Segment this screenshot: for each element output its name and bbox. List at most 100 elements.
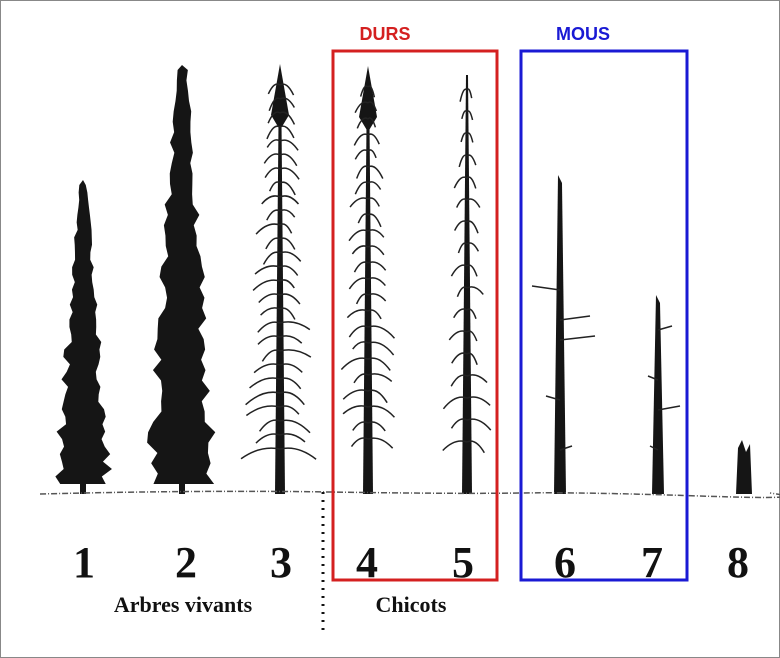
tree-branch: [279, 153, 298, 167]
tree-branch: [255, 223, 281, 235]
tree-branch: [279, 111, 296, 125]
tree-branch: [657, 325, 673, 331]
tree-branch: [279, 293, 301, 305]
tree-branch: [279, 307, 296, 320]
tree-branch: [367, 341, 395, 356]
tree-branch: [260, 307, 281, 316]
soft-label: MOUS: [556, 24, 610, 44]
tree-branch: [279, 391, 305, 406]
tree-branch: [657, 405, 681, 411]
tree-branch: [367, 261, 387, 271]
tree-branch: [267, 111, 281, 124]
tree-branch: [466, 110, 474, 121]
snags-label: Chicots: [376, 592, 447, 617]
tree-branch: [453, 308, 468, 319]
tree-branch: [279, 83, 295, 96]
tree-branch: [348, 325, 369, 338]
tree-branch: [545, 395, 561, 401]
tree-branch: [261, 349, 281, 362]
tree-branch: [456, 198, 468, 208]
tree-branch: [466, 396, 491, 406]
tree-branch: [367, 245, 385, 256]
tree-branch: [367, 85, 376, 98]
tree-branch: [367, 325, 396, 339]
tree-branch: [359, 85, 369, 97]
tree-branch: [268, 97, 281, 112]
tree-branch: [559, 445, 573, 451]
tree-branch: [448, 330, 468, 341]
hard-box: [331, 49, 499, 582]
tree-number: 8: [727, 538, 749, 587]
tree-branch: [262, 251, 281, 265]
hard-label: DURS: [359, 24, 410, 44]
tree-branch: [466, 154, 477, 166]
tree-branch: [649, 445, 659, 451]
tree-number: 1: [73, 538, 95, 587]
tree-branch: [266, 139, 281, 148]
tree-branch: [367, 357, 391, 371]
tree-branch: [266, 125, 281, 140]
tree-branch: [257, 321, 281, 333]
tree-branch: [252, 279, 281, 291]
tree-branch: [456, 286, 468, 297]
ground-line: [39, 490, 780, 499]
living-label: Arbres vivants: [114, 592, 253, 617]
tree-branch: [279, 419, 311, 434]
tree-branch: [279, 279, 295, 289]
tree-branch: [466, 286, 484, 295]
tree-branch: [257, 335, 281, 345]
tree-branch: [354, 149, 369, 160]
tree-branch: [265, 237, 281, 250]
tree-branch: [450, 418, 468, 429]
tree-branch: [279, 363, 303, 373]
tree-branch: [266, 209, 281, 221]
tree-branch: [442, 396, 468, 410]
tree-crown: [359, 66, 377, 132]
tree-branch: [647, 375, 659, 381]
tree-branch: [367, 197, 380, 207]
tree-branch: [466, 418, 492, 431]
tree-branch: [279, 251, 302, 262]
tree-branch: [253, 363, 281, 374]
tree-branch: [349, 197, 369, 208]
tree-trunk: [652, 295, 664, 494]
tree-branch: [367, 101, 378, 112]
tree-branch: [367, 389, 388, 404]
tree-branch: [353, 133, 369, 146]
tree-trunk: [462, 75, 472, 494]
tree-trunk: [179, 469, 185, 494]
tree-branch: [354, 101, 369, 113]
tree-crown: [271, 64, 289, 130]
tree-branch: [367, 309, 382, 320]
tree-branch: [355, 293, 369, 305]
tree-branch: [453, 220, 468, 231]
tree-stump: [736, 440, 752, 494]
tree-branch: [367, 117, 377, 128]
tree-branch: [466, 330, 478, 342]
tree-branch: [279, 167, 300, 180]
tree-branch: [367, 133, 380, 145]
tree-branch: [466, 198, 481, 208]
tree-branch: [263, 153, 281, 164]
tree-branch: [240, 447, 281, 460]
tree-branch: [466, 264, 478, 277]
tree-branch: [367, 277, 386, 287]
tree-branch: [258, 419, 281, 432]
tree-branch: [261, 195, 281, 205]
tree-branch: [367, 165, 384, 179]
tree-branch: [559, 315, 591, 321]
tree-branch: [279, 223, 293, 234]
tree-branch: [450, 264, 468, 277]
tree-branch: [254, 265, 281, 275]
tree-branch: [279, 195, 300, 205]
tree-trunk: [275, 70, 285, 494]
tree-crown: [147, 65, 216, 484]
tree-branch: [346, 309, 369, 319]
tree-branch: [279, 125, 295, 139]
tree-branch: [442, 440, 468, 452]
tree-branch: [279, 181, 296, 196]
tree-branch: [279, 349, 312, 358]
tree-branch: [450, 374, 468, 387]
